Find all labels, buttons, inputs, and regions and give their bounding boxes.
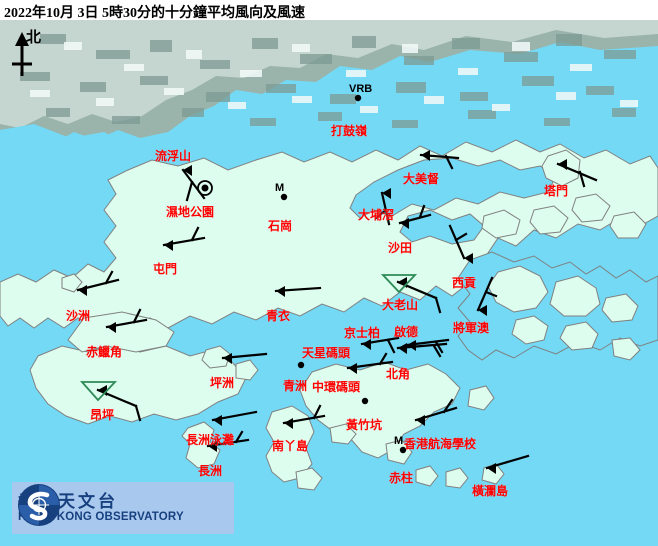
station-label: 赤柱	[389, 471, 414, 485]
station-label: 青洲	[283, 379, 308, 393]
station-label: 香港航海學校	[404, 437, 477, 451]
station-code: M	[275, 182, 285, 194]
station-label: 赤鱲角	[86, 345, 123, 359]
station-label: 橫瀾島	[472, 484, 509, 498]
station-label: 沙田	[388, 241, 413, 255]
station-label: 大埔滘	[358, 208, 395, 222]
station-label: 濕地公園	[166, 205, 215, 219]
wind-barb-heads	[78, 150, 567, 474]
station-label: 大老山	[382, 298, 419, 312]
map-geography	[0, 20, 658, 491]
title-bar: 2022年10月 3日 5時30分的十分鐘平均風向及風速	[0, 0, 658, 21]
station-label: 天星碼頭	[302, 346, 351, 360]
hko-name-en: HONG KONG OBSERVATORY	[18, 510, 184, 523]
station-label: 南丫島	[272, 439, 309, 453]
station-label: 石崗	[268, 219, 293, 233]
station-label: 昂坪	[90, 408, 115, 422]
station-label: 大美督	[403, 172, 440, 186]
station-label: 塔門	[544, 184, 569, 198]
station-dot	[354, 94, 362, 102]
hko-logo-icon	[18, 484, 60, 526]
station-dot	[399, 446, 407, 454]
station-label: 中環碼頭	[312, 380, 361, 394]
north-arrow-icon	[6, 30, 62, 82]
station-label: 北角	[386, 367, 411, 381]
hong-kong-island	[299, 361, 461, 465]
station-label: 啟德	[394, 325, 419, 339]
station-label: 打鼓嶺	[331, 124, 368, 138]
station-label: 長洲泳灘	[186, 433, 235, 447]
calm-marker	[79, 274, 418, 402]
station-label: 流浮山	[155, 149, 192, 163]
station-dot	[280, 193, 288, 201]
wetland-park-marker	[197, 180, 213, 196]
wind-map: 北 打鼓嶺 VRB 流浮山濕地公園石崗 M 大美督塔門大埔滘沙田西貢將軍澳 大老山 屯門沙洲…	[0, 20, 658, 546]
hko-logo: 香港天文台 HONG KONG OBSERVATORY	[12, 482, 234, 534]
station-label: 將軍澳	[453, 321, 490, 335]
lantau-island	[29, 311, 247, 425]
station-dot	[361, 397, 369, 405]
station-label: 屯門	[153, 262, 178, 276]
station-code: VRB	[349, 83, 373, 95]
station-label: 黃竹坑	[346, 418, 383, 432]
station-label: 京士柏	[344, 326, 381, 340]
station-code: M	[394, 435, 404, 447]
sai-kung-islands	[481, 149, 647, 361]
station-label: 青衣	[266, 309, 291, 323]
station-markers	[79, 94, 418, 454]
station-label: 沙洲	[66, 309, 91, 323]
north-label: 北	[26, 30, 42, 46]
outlying-islands	[61, 273, 505, 491]
page-title: 2022年10月 3日 5時30分的十分鐘平均風向及風速	[4, 6, 305, 21]
station-label: 坪洲	[210, 376, 235, 390]
mainland-landmass	[0, 20, 658, 190]
station-label: 西貢	[452, 276, 477, 290]
station-dot	[297, 361, 305, 369]
station-label: 長洲	[198, 464, 223, 478]
